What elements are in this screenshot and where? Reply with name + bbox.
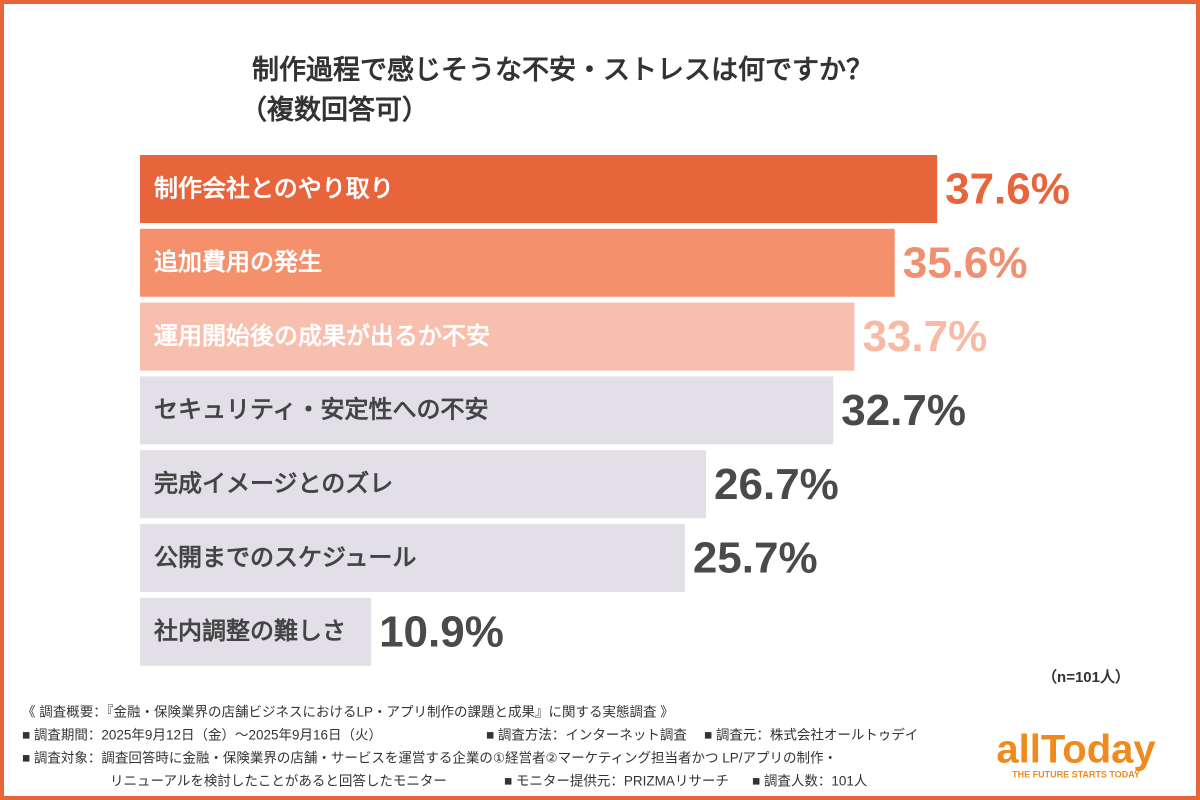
value-label: 25.7% xyxy=(693,534,818,583)
bar xyxy=(140,302,855,371)
survey-note: 《 調査概要：『金融・保険業界の店舗ビジネスにおけるLP・アプリ制作の課題と成果… xyxy=(22,705,674,720)
bar xyxy=(140,450,707,519)
survey-note: ■ 調査期間：2025年9月12日（金）〜2025年9月16日（火） xyxy=(22,728,382,743)
bar xyxy=(140,155,938,223)
survey-note: ■ モニター提供元：PRIZMAリサーチ xyxy=(504,774,729,789)
logo: allToday xyxy=(996,728,1156,772)
value-label: 35.6% xyxy=(903,238,1028,287)
category-label: セキュリティ・安定性への不安 xyxy=(154,396,489,424)
category-label: 制作会社とのやり取り xyxy=(154,174,394,202)
chart-subtitle: （複数回答可） xyxy=(240,94,429,125)
chart-title: 制作過程で感じそうな不安・ストレスは何ですか？ xyxy=(252,54,873,85)
category-label: 社内調整の難しさ xyxy=(154,617,346,645)
bar xyxy=(140,376,834,445)
logo-tagline: THE FUTURE STARTS TODAY xyxy=(1012,769,1140,779)
survey-note: ■ 調査方法：インターネット調査 xyxy=(486,728,687,743)
bar xyxy=(140,524,685,592)
survey-note: ■ 調査元：株式会社オールトゥデイ xyxy=(704,727,918,743)
survey-note: ■ 調査対象：調査回答時に金融・保険業界の店舗・サービスを運営する企業の①経営者… xyxy=(22,750,837,766)
value-label: 26.7% xyxy=(714,460,839,509)
value-label: 32.7% xyxy=(841,386,966,435)
category-label: 追加費用の発生 xyxy=(154,248,322,276)
category-label: 運用開始後の成果が出るか不安 xyxy=(154,322,490,350)
category-label: 公開までのスケジュール xyxy=(154,544,416,571)
value-label: 37.6% xyxy=(945,165,1070,214)
value-label: 10.9% xyxy=(379,607,504,656)
survey-note: ■ 調査人数：101人 xyxy=(752,774,868,789)
bar xyxy=(140,228,895,297)
survey-note: リニューアルを検討したことがあると回答したモニター xyxy=(110,773,447,789)
category-label: 完成イメージとのズレ xyxy=(154,470,393,498)
bar xyxy=(140,597,372,666)
value-label: 33.7% xyxy=(862,312,987,361)
sample-note: （n=101人） xyxy=(1042,668,1130,686)
